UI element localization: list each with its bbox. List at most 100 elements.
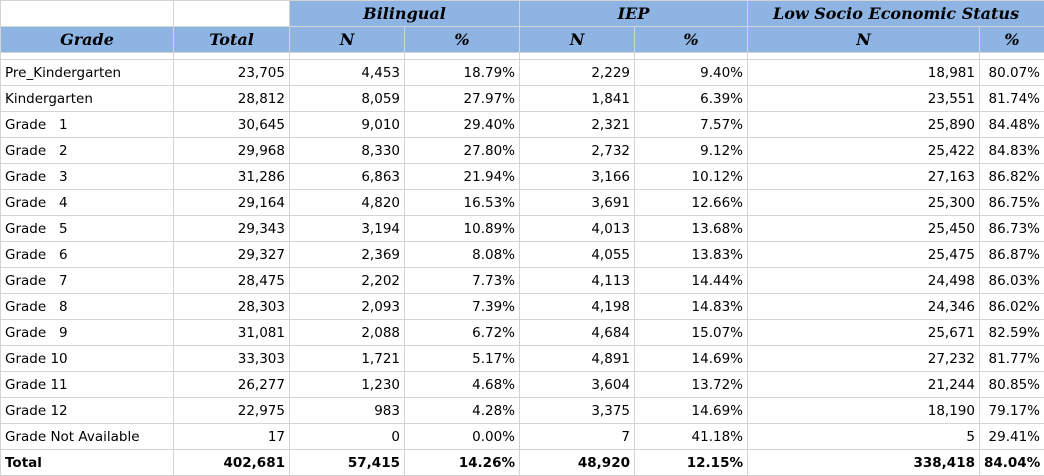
cell-bilingual-pct[interactable]: 8.08% [405,242,520,268]
cell-ses-n[interactable]: 21,244 [748,372,980,398]
cell-bilingual-n[interactable]: 983 [290,398,405,424]
cell-ses-pct[interactable]: 86.73% [980,216,1044,242]
cell-ses-pct[interactable]: 80.07% [980,60,1044,86]
cell-ses-n[interactable]: 25,475 [748,242,980,268]
cell-ses-pct[interactable]: 86.02% [980,294,1044,320]
cell-ses-pct[interactable]: 84.48% [980,112,1044,138]
cell-bilingual-n[interactable]: 6,863 [290,164,405,190]
cell-ses-n[interactable]: 23,551 [748,86,980,112]
cell-ses-n[interactable]: 5 [748,424,980,450]
cell-ses-pct[interactable]: 86.03% [980,268,1044,294]
cell-total[interactable]: 31,081 [174,320,290,346]
cell-grade[interactable]: Grade 9 [1,320,174,346]
cell-iep-pct[interactable]: 13.72% [635,372,748,398]
cell-iep-pct[interactable]: 10.12% [635,164,748,190]
cell-bilingual-n[interactable]: 2,093 [290,294,405,320]
cell-bilingual-pct[interactable]: 29.40% [405,112,520,138]
cell-bilingual-n[interactable]: 3,194 [290,216,405,242]
group-header-iep[interactable]: IEP [520,1,748,27]
cell-ses-pct[interactable]: 82.59% [980,320,1044,346]
blank-cell[interactable] [174,1,290,27]
cell-ses-n[interactable]: 27,163 [748,164,980,190]
cell-iep-pct[interactable]: 9.12% [635,138,748,164]
cell-grade[interactable]: Grade 4 [1,190,174,216]
cell-iep-n[interactable]: 3,375 [520,398,635,424]
cell-iep-n[interactable]: 4,055 [520,242,635,268]
cell-ses-pct[interactable]: 29.41% [980,424,1044,450]
cell-bilingual-pct[interactable]: 16.53% [405,190,520,216]
cell-total[interactable]: 28,303 [174,294,290,320]
cell-ses-n[interactable]: 25,300 [748,190,980,216]
cell-grade[interactable]: Grade 7 [1,268,174,294]
column-header-ses-n[interactable]: N [748,27,980,53]
cell-grade[interactable]: Grade 6 [1,242,174,268]
cell-bilingual-n[interactable]: 2,369 [290,242,405,268]
cell-iep-n[interactable]: 2,732 [520,138,635,164]
cell-bilingual-n[interactable]: 57,415 [290,450,405,476]
cell-grade[interactable]: Pre_Kindergarten [1,60,174,86]
cell-total[interactable]: 31,286 [174,164,290,190]
cell-total[interactable]: 402,681 [174,450,290,476]
cell-iep-n[interactable]: 48,920 [520,450,635,476]
cell-bilingual-pct[interactable]: 5.17% [405,346,520,372]
cell-bilingual-pct[interactable]: 14.26% [405,450,520,476]
cell-iep-pct[interactable]: 9.40% [635,60,748,86]
cell-bilingual-n[interactable]: 8,059 [290,86,405,112]
column-header-ses-pct[interactable]: % [980,27,1044,53]
cell-iep-n[interactable]: 3,604 [520,372,635,398]
column-header-iep-pct[interactable]: % [635,27,748,53]
cell-bilingual-pct[interactable]: 18.79% [405,60,520,86]
cell-total[interactable]: 23,705 [174,60,290,86]
cell-total[interactable]: 26,277 [174,372,290,398]
cell-ses-n[interactable]: 18,981 [748,60,980,86]
cell-ses-n[interactable]: 25,671 [748,320,980,346]
cell-iep-n[interactable]: 2,229 [520,60,635,86]
cell-iep-pct[interactable]: 13.83% [635,242,748,268]
cell-bilingual-n[interactable]: 2,088 [290,320,405,346]
cell-grade[interactable]: Grade 2 [1,138,174,164]
cell-bilingual-pct[interactable]: 21.94% [405,164,520,190]
cell-grade[interactable]: Grade 10 [1,346,174,372]
cell-grade[interactable]: Grade Not Available [1,424,174,450]
cell-ses-pct[interactable]: 84.04% [980,450,1044,476]
cell-bilingual-pct[interactable]: 10.89% [405,216,520,242]
cell-iep-pct[interactable]: 15.07% [635,320,748,346]
cell-grade[interactable]: Kindergarten [1,86,174,112]
cell-total[interactable]: 17 [174,424,290,450]
cell-total[interactable]: 28,475 [174,268,290,294]
cell-bilingual-n[interactable]: 0 [290,424,405,450]
cell-iep-n[interactable]: 2,321 [520,112,635,138]
cell-bilingual-n[interactable]: 9,010 [290,112,405,138]
cell-total[interactable]: 29,968 [174,138,290,164]
cell-ses-n[interactable]: 25,450 [748,216,980,242]
cell-iep-pct[interactable]: 12.15% [635,450,748,476]
cell-bilingual-pct[interactable]: 7.73% [405,268,520,294]
cell-iep-n[interactable]: 4,684 [520,320,635,346]
cell-grade[interactable]: Grade 12 [1,398,174,424]
cell-bilingual-n[interactable]: 4,820 [290,190,405,216]
cell-ses-pct[interactable]: 81.74% [980,86,1044,112]
group-header-bilingual[interactable]: Bilingual [290,1,520,27]
cell-ses-pct[interactable]: 79.17% [980,398,1044,424]
column-header-iep-n[interactable]: N [520,27,635,53]
cell-ses-n[interactable]: 24,346 [748,294,980,320]
cell-total[interactable]: 29,327 [174,242,290,268]
cell-bilingual-n[interactable]: 1,230 [290,372,405,398]
cell-total[interactable]: 29,164 [174,190,290,216]
cell-iep-pct[interactable]: 12.66% [635,190,748,216]
column-header-grade[interactable]: Grade [1,27,174,53]
cell-ses-n[interactable]: 25,422 [748,138,980,164]
cell-ses-pct[interactable]: 84.83% [980,138,1044,164]
column-header-bilingual-n[interactable]: N [290,27,405,53]
cell-ses-pct[interactable]: 86.75% [980,190,1044,216]
cell-iep-pct[interactable]: 14.69% [635,346,748,372]
cell-bilingual-n[interactable]: 2,202 [290,268,405,294]
cell-grade[interactable]: Grade 5 [1,216,174,242]
cell-iep-n[interactable]: 4,113 [520,268,635,294]
cell-bilingual-pct[interactable]: 4.68% [405,372,520,398]
cell-total[interactable]: 28,812 [174,86,290,112]
cell-iep-pct[interactable]: 14.83% [635,294,748,320]
cell-ses-n[interactable]: 27,232 [748,346,980,372]
cell-grade[interactable]: Total [1,450,174,476]
cell-grade[interactable]: Grade 11 [1,372,174,398]
